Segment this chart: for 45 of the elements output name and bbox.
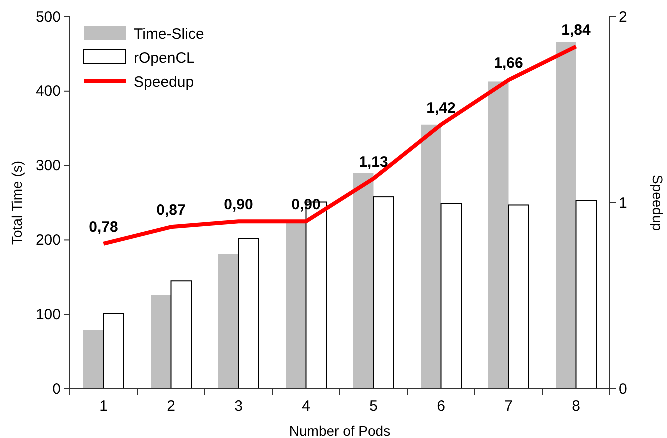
bar bbox=[103, 313, 124, 390]
bar bbox=[354, 173, 374, 389]
bar bbox=[488, 82, 509, 389]
bar bbox=[508, 204, 530, 390]
y-tick-label: 0 bbox=[52, 380, 61, 398]
x-tick-label: 8 bbox=[572, 398, 580, 415]
bar bbox=[170, 280, 192, 390]
y2-tick-label: 0 bbox=[619, 380, 628, 398]
y-tick-label: 500 bbox=[36, 8, 61, 26]
bar bbox=[556, 42, 576, 389]
legend-label: Time-Slice bbox=[134, 26, 204, 43]
bar bbox=[84, 330, 104, 389]
bar bbox=[576, 200, 597, 390]
bar bbox=[421, 124, 442, 389]
data-label: 1,66 bbox=[494, 55, 524, 72]
y-tick-label: 100 bbox=[36, 306, 61, 324]
data-label: 0,87 bbox=[156, 202, 186, 220]
bar bbox=[286, 222, 306, 389]
x-tick-label: 1 bbox=[100, 398, 108, 415]
y-axis-title: Total Time (s) bbox=[9, 160, 25, 246]
x-tick-label: 3 bbox=[234, 398, 243, 415]
bar bbox=[373, 196, 394, 390]
data-label: 1,42 bbox=[426, 100, 456, 117]
data-label: 0,78 bbox=[89, 218, 118, 236]
bar bbox=[238, 238, 260, 390]
bar bbox=[151, 295, 172, 389]
bar bbox=[218, 254, 239, 389]
x-tick-label: 2 bbox=[167, 398, 176, 415]
y-tick-label: 200 bbox=[36, 232, 61, 249]
x-tick-label: 6 bbox=[437, 398, 446, 415]
x-tick-label: 7 bbox=[504, 398, 513, 415]
bar bbox=[440, 203, 462, 390]
x-tick-label: 4 bbox=[302, 398, 310, 415]
y2-axis-title: Speedup bbox=[650, 174, 666, 232]
legend-label: Speedup bbox=[134, 74, 194, 91]
y2-tick-label: 1 bbox=[619, 194, 628, 212]
legend-label: rOpenCL bbox=[134, 50, 195, 67]
x-tick-label: 5 bbox=[370, 398, 378, 415]
y-tick-label: 300 bbox=[36, 158, 61, 175]
data-label: 1,13 bbox=[359, 154, 388, 171]
x-axis-title: Number of Pods bbox=[289, 423, 391, 438]
data-label: 1,84 bbox=[562, 22, 592, 39]
data-label: 0,90 bbox=[224, 196, 254, 214]
y-tick-label: 400 bbox=[36, 83, 61, 100]
y2-tick-label: 2 bbox=[619, 8, 628, 26]
